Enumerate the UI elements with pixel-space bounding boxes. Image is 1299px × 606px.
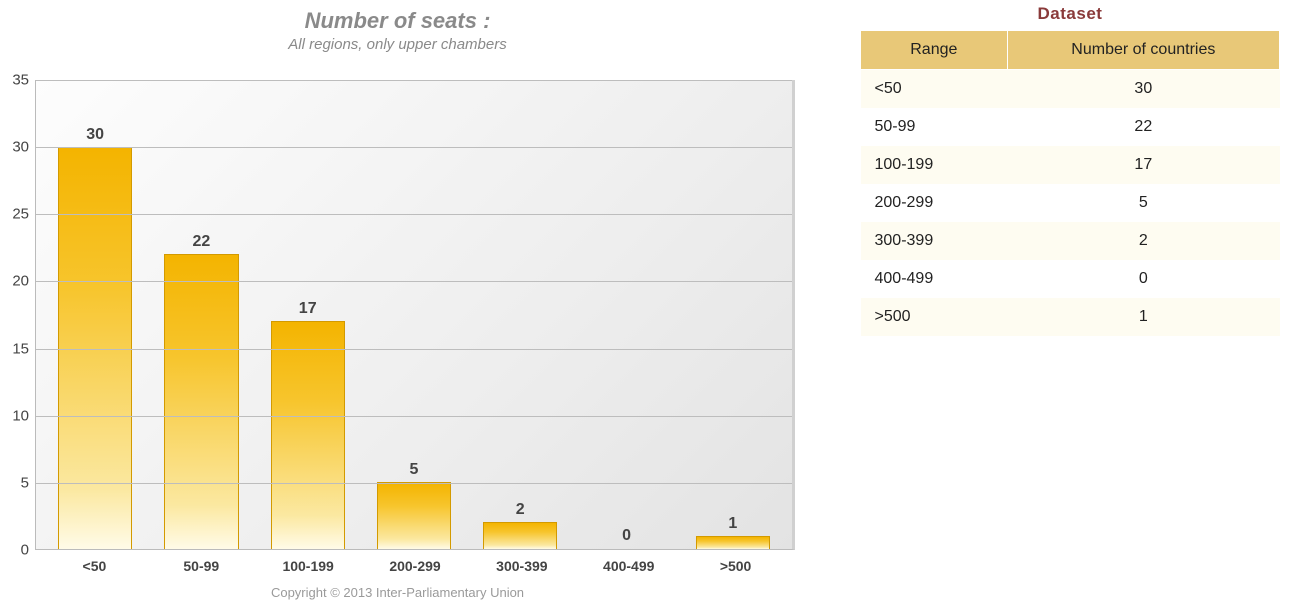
col-header-range: Range xyxy=(861,31,1008,70)
cell-count: 0 xyxy=(1007,260,1279,298)
cell-range: 100-199 xyxy=(861,146,1008,184)
table-row: 100-19917 xyxy=(861,146,1280,184)
gridline xyxy=(36,281,792,282)
y-tick-label: 35 xyxy=(12,72,29,89)
x-tick-label: <50 xyxy=(41,550,148,574)
gridline xyxy=(36,80,792,81)
chart-bar: 5 xyxy=(377,482,451,549)
chart-panel: Number of seats : All regions, only uppe… xyxy=(0,0,795,606)
chart-bar: 22 xyxy=(164,254,238,549)
x-tick-label: 200-299 xyxy=(362,550,469,574)
bar-value-label: 0 xyxy=(622,527,631,545)
chart-title-line1: Number of seats : xyxy=(0,8,795,34)
bar-value-label: 22 xyxy=(193,233,211,251)
bar-slot: 0 xyxy=(573,80,679,549)
y-axis: 05101520253035 xyxy=(0,80,35,550)
table-row: 200-2995 xyxy=(861,184,1280,222)
y-tick-label: 25 xyxy=(12,206,29,223)
bars-container: 3022175201 xyxy=(36,80,792,549)
bar-slot: 17 xyxy=(255,80,361,549)
cell-range: 200-299 xyxy=(861,184,1008,222)
table-row: >5001 xyxy=(861,298,1280,336)
cell-range: 400-499 xyxy=(861,260,1008,298)
x-axis-labels: <5050-99100-199200-299300-399400-499>500 xyxy=(35,550,795,574)
bar-slot: 5 xyxy=(361,80,467,549)
table-row: 50-9922 xyxy=(861,108,1280,146)
gridline xyxy=(36,147,792,148)
bar-slot: 22 xyxy=(148,80,254,549)
chart-bar: 1 xyxy=(696,536,770,549)
table-row: 300-3992 xyxy=(861,222,1280,260)
dataset-title: Dataset xyxy=(860,4,1280,24)
y-tick-label: 0 xyxy=(21,542,29,559)
x-tick-label: 300-399 xyxy=(468,550,575,574)
col-header-count: Number of countries xyxy=(1007,31,1279,70)
cell-range: <50 xyxy=(861,70,1008,109)
x-tick-label: >500 xyxy=(682,550,789,574)
dataset-panel: Dataset Range Number of countries <50305… xyxy=(860,4,1280,336)
copyright-text: Copyright © 2013 Inter-Parliamentary Uni… xyxy=(0,585,795,600)
gridline xyxy=(36,483,792,484)
y-tick-label: 10 xyxy=(12,407,29,424)
bar-slot: 1 xyxy=(680,80,786,549)
cell-count: 5 xyxy=(1007,184,1279,222)
y-tick-label: 20 xyxy=(12,273,29,290)
plot-area-wrap: 05101520253035 3022175201 <5050-99100-19… xyxy=(0,80,795,550)
cell-count: 30 xyxy=(1007,70,1279,109)
bar-value-label: 2 xyxy=(516,501,525,519)
cell-count: 1 xyxy=(1007,298,1279,336)
gridline xyxy=(36,214,792,215)
table-row: <5030 xyxy=(861,70,1280,109)
bar-slot: 2 xyxy=(467,80,573,549)
bar-value-label: 1 xyxy=(728,515,737,533)
cell-count: 2 xyxy=(1007,222,1279,260)
chart-bar: 17 xyxy=(271,321,345,549)
chart-title-line2: All regions, only upper chambers xyxy=(0,36,795,53)
plot-area: 3022175201 xyxy=(35,80,795,550)
cell-range: 50-99 xyxy=(861,108,1008,146)
bar-value-label: 30 xyxy=(86,126,104,144)
dataset-tbody: <503050-9922100-19917200-2995300-3992400… xyxy=(861,70,1280,337)
table-row: 400-4990 xyxy=(861,260,1280,298)
chart-bar: 2 xyxy=(483,522,557,549)
x-tick-label: 50-99 xyxy=(148,550,255,574)
x-tick-label: 400-499 xyxy=(575,550,682,574)
y-tick-label: 15 xyxy=(12,340,29,357)
cell-range: >500 xyxy=(861,298,1008,336)
dataset-table: Range Number of countries <503050-992210… xyxy=(860,30,1280,336)
y-tick-label: 5 xyxy=(21,474,29,491)
cell-count: 22 xyxy=(1007,108,1279,146)
cell-count: 17 xyxy=(1007,146,1279,184)
bar-value-label: 17 xyxy=(299,300,317,318)
y-tick-label: 30 xyxy=(12,139,29,156)
gridline xyxy=(36,416,792,417)
chart-title: Number of seats : All regions, only uppe… xyxy=(0,8,795,53)
bar-slot: 30 xyxy=(42,80,148,549)
table-header-row: Range Number of countries xyxy=(861,31,1280,70)
x-tick-label: 100-199 xyxy=(255,550,362,574)
cell-range: 300-399 xyxy=(861,222,1008,260)
bar-value-label: 5 xyxy=(410,461,419,479)
gridline xyxy=(36,349,792,350)
